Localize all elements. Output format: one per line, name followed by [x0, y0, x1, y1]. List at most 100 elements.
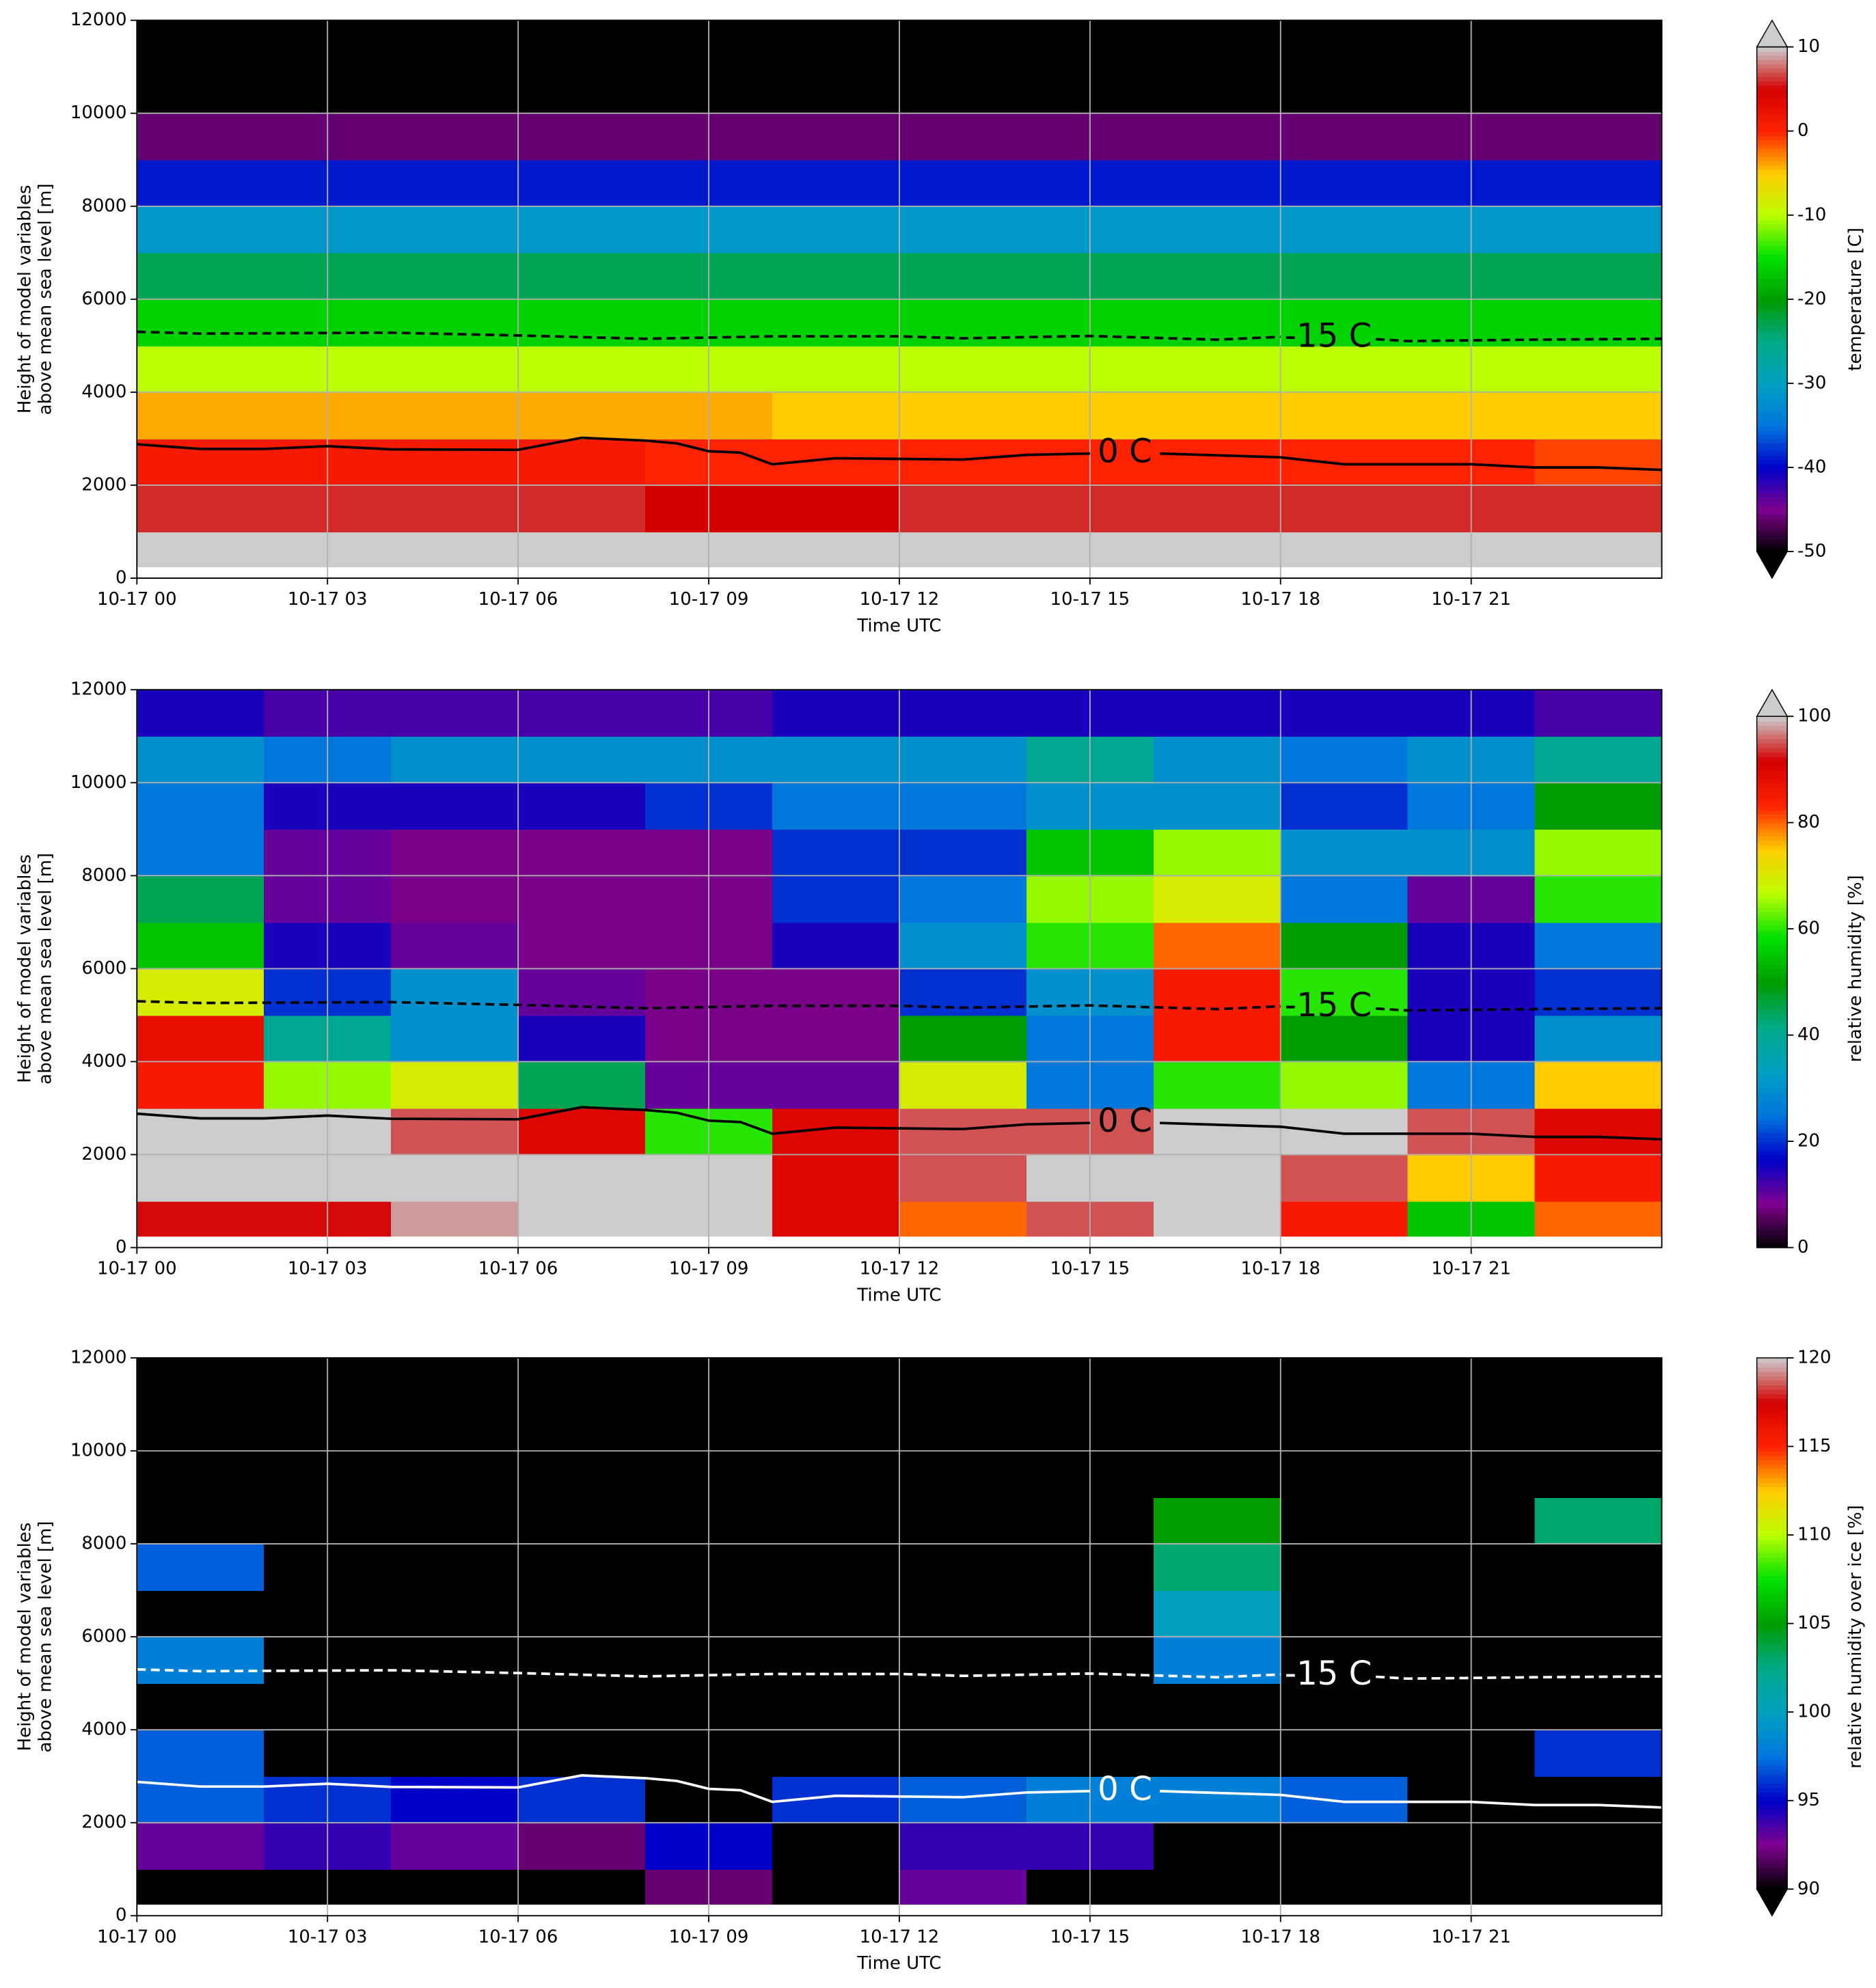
colorbar-tick-label: 105 [1797, 1613, 1832, 1633]
x-tick-label: 10-17 18 [1240, 589, 1320, 610]
heatmap-cell [772, 1015, 900, 1063]
colorbar-segment [1756, 1605, 1788, 1611]
colorbar-segment [1756, 513, 1788, 519]
heatmap-cell [772, 299, 900, 346]
colorbar-segment [1756, 1840, 1788, 1846]
heatmap-cell [1153, 1776, 1281, 1824]
colorbar-segment [1756, 774, 1788, 780]
heatmap-cell [899, 1497, 1027, 1544]
colorbar-segment [1756, 1088, 1788, 1093]
colorbar-segment [1756, 357, 1788, 364]
colorbar-segment [1756, 1575, 1788, 1580]
x-tick-label: 10-17 06 [478, 1259, 558, 1279]
heatmap-cell [1534, 829, 1663, 877]
heatmap-cell [899, 1776, 1027, 1824]
heatmap-cell [137, 690, 265, 737]
heatmap-cell [772, 1061, 900, 1109]
heatmap-cell [1280, 206, 1409, 254]
colorbar-extend [1756, 688, 1789, 717]
heatmap-cell [518, 20, 646, 68]
colorbar-segment [1756, 1672, 1788, 1678]
y-tick-label: 6000 [81, 958, 126, 979]
heatmap-cell [391, 531, 519, 567]
colorbar-segment [1756, 278, 1788, 284]
colorbar-segment [1756, 1800, 1788, 1806]
heatmap-cell [1534, 66, 1663, 114]
colorbar-segment [1756, 782, 1788, 788]
colorbar-segment [1756, 1827, 1788, 1833]
colorbar-segment [1756, 924, 1788, 930]
heatmap-cell [518, 66, 646, 114]
colorbar-segment [1756, 543, 1788, 548]
colorbar-segment [1756, 1459, 1788, 1465]
heatmap-cell [1534, 392, 1663, 439]
colorbar-segment [1756, 1158, 1788, 1165]
colorbar-segment [1756, 849, 1788, 855]
heatmap-cell [1280, 1776, 1409, 1824]
colorbar-segment [1756, 459, 1788, 464]
colorbar-segment [1756, 990, 1788, 996]
colorbar-segment [1756, 236, 1788, 241]
heatmap-cell [518, 829, 646, 877]
contour-line [137, 1106, 1662, 1141]
colorbar-segment [1756, 1124, 1788, 1129]
colorbar-segment [1756, 1544, 1788, 1549]
colorbar-segment [1756, 845, 1788, 850]
colorbar-segment [1756, 880, 1788, 886]
colorbar-segment [1756, 1535, 1788, 1540]
heatmap-cell [772, 20, 900, 68]
heatmap-cell [899, 782, 1027, 830]
plot-frame [136, 19, 1663, 579]
heatmap-cell [772, 968, 900, 1016]
colorbar-segment [1756, 1419, 1788, 1426]
colorbar-segment [1756, 743, 1788, 748]
heatmap-cell [1153, 1683, 1281, 1731]
colorbar-segment [1756, 1446, 1788, 1452]
heatmap-cell [518, 1869, 646, 1905]
heatmap-cell [137, 829, 265, 877]
heatmap-cell [1153, 1544, 1281, 1592]
heatmap-cell [1534, 206, 1663, 254]
colorbar-segment [1756, 1707, 1788, 1713]
x-tick-label: 10-17 21 [1431, 1259, 1511, 1279]
y-tick-label: 8000 [81, 865, 126, 886]
colorbar-segment [1756, 1832, 1788, 1837]
heatmap-cell [1280, 922, 1409, 970]
colorbar-segment [1756, 1366, 1788, 1372]
colorbar-segment [1756, 198, 1788, 204]
plot-frame [136, 689, 1663, 1249]
colorbar-segment [1756, 1357, 1788, 1363]
heatmap-cell [1153, 438, 1281, 486]
heatmap-cell [137, 1869, 265, 1905]
colorbar-segment [1756, 488, 1788, 493]
colorbar-segment [1756, 1092, 1788, 1098]
colorbar-segment [1756, 282, 1788, 288]
colorbar-tick-label: -20 [1797, 288, 1826, 309]
heatmap-cell [518, 299, 646, 346]
colorbar-segment [1756, 1734, 1788, 1740]
heatmap-cell [1280, 1637, 1409, 1685]
colorbar-segment [1756, 173, 1788, 178]
heatmap-cell [391, 1730, 519, 1778]
heatmap-cell [518, 1544, 646, 1592]
heatmap-cell [1153, 345, 1281, 393]
heatmap-cell [899, 1404, 1027, 1452]
heatmap-cell [772, 1497, 900, 1544]
colorbar-segment [1756, 1194, 1788, 1200]
heatmap-cell [1534, 1776, 1663, 1824]
colorbar-segment [1756, 1234, 1788, 1240]
colorbar-segment [1756, 105, 1788, 111]
heatmap-cell [137, 782, 265, 830]
colorbar-segment [1756, 1561, 1788, 1567]
colorbar-segment [1756, 51, 1788, 57]
colorbar-segment [1756, 1424, 1788, 1430]
colorbar-segment [1756, 938, 1788, 943]
heatmap-cell [772, 1451, 900, 1498]
colorbar-segment [1756, 1026, 1788, 1032]
colorbar-segment [1756, 827, 1788, 832]
heatmap-cell [137, 875, 265, 923]
colorbar-segment [1756, 1136, 1788, 1143]
colorbar-tick-label: 60 [1797, 918, 1820, 939]
colorbar-segment [1756, 911, 1788, 916]
heatmap-cell [1153, 1061, 1281, 1109]
